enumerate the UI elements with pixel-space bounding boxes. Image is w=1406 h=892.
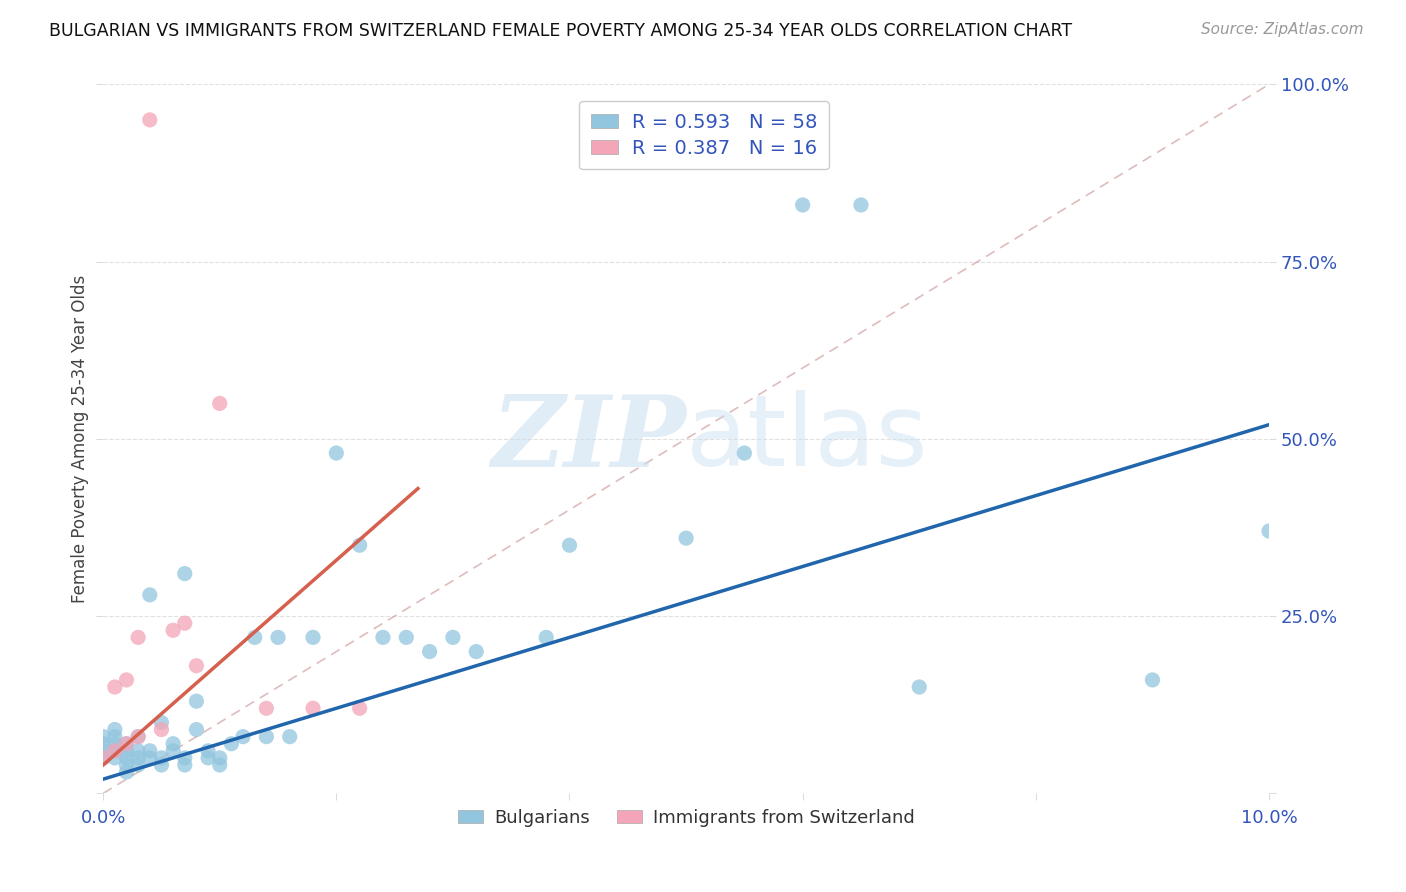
- Point: [115, 737, 138, 751]
- Point: [908, 680, 931, 694]
- Point: [127, 758, 149, 772]
- Point: [115, 744, 138, 758]
- Point: [254, 701, 277, 715]
- Point: [104, 680, 127, 694]
- Point: [173, 758, 195, 772]
- Point: [104, 730, 127, 744]
- Text: atlas: atlas: [686, 391, 928, 487]
- Point: [267, 631, 290, 645]
- Point: [441, 631, 464, 645]
- Point: [139, 588, 162, 602]
- Point: [208, 751, 231, 765]
- Point: [162, 737, 184, 751]
- Point: [115, 751, 138, 765]
- Point: [104, 737, 127, 751]
- Point: [91, 737, 114, 751]
- Legend: Bulgarians, Immigrants from Switzerland: Bulgarians, Immigrants from Switzerland: [450, 802, 922, 834]
- Point: [197, 751, 219, 765]
- Point: [302, 631, 325, 645]
- Point: [139, 751, 162, 765]
- Point: [232, 730, 254, 744]
- Point: [733, 446, 755, 460]
- Point: [139, 112, 162, 127]
- Point: [534, 631, 557, 645]
- Point: [91, 751, 114, 765]
- Point: [150, 758, 173, 772]
- Point: [349, 701, 371, 715]
- Point: [127, 744, 149, 758]
- Point: [127, 730, 149, 744]
- Point: [221, 737, 243, 751]
- Point: [186, 723, 208, 737]
- Point: [91, 751, 114, 765]
- Point: [127, 730, 149, 744]
- Point: [186, 694, 208, 708]
- Point: [173, 566, 195, 581]
- Point: [127, 631, 149, 645]
- Point: [792, 198, 814, 212]
- Point: [325, 446, 347, 460]
- Point: [208, 396, 231, 410]
- Point: [395, 631, 418, 645]
- Point: [254, 730, 277, 744]
- Text: BULGARIAN VS IMMIGRANTS FROM SWITZERLAND FEMALE POVERTY AMONG 25-34 YEAR OLDS CO: BULGARIAN VS IMMIGRANTS FROM SWITZERLAND…: [49, 22, 1073, 40]
- Point: [419, 644, 441, 658]
- Point: [127, 751, 149, 765]
- Point: [139, 744, 162, 758]
- Point: [243, 631, 266, 645]
- Point: [197, 744, 219, 758]
- Point: [115, 673, 138, 687]
- Point: [173, 751, 195, 765]
- Point: [104, 723, 127, 737]
- Point: [104, 751, 127, 765]
- Point: [849, 198, 872, 212]
- Point: [278, 730, 301, 744]
- Point: [208, 758, 231, 772]
- Point: [173, 616, 195, 631]
- Point: [91, 730, 114, 744]
- Point: [150, 715, 173, 730]
- Point: [371, 631, 394, 645]
- Point: [162, 624, 184, 638]
- Point: [186, 658, 208, 673]
- Text: Source: ZipAtlas.com: Source: ZipAtlas.com: [1201, 22, 1364, 37]
- Point: [302, 701, 325, 715]
- Y-axis label: Female Poverty Among 25-34 Year Olds: Female Poverty Among 25-34 Year Olds: [72, 275, 89, 603]
- Point: [104, 744, 127, 758]
- Point: [349, 538, 371, 552]
- Point: [104, 744, 127, 758]
- Point: [1258, 524, 1281, 538]
- Point: [115, 765, 138, 780]
- Point: [115, 737, 138, 751]
- Point: [115, 758, 138, 772]
- Point: [465, 644, 488, 658]
- Point: [91, 744, 114, 758]
- Point: [1142, 673, 1164, 687]
- Point: [150, 751, 173, 765]
- Text: ZIP: ZIP: [491, 391, 686, 487]
- Point: [162, 744, 184, 758]
- Point: [150, 723, 173, 737]
- Point: [675, 531, 697, 545]
- Point: [558, 538, 581, 552]
